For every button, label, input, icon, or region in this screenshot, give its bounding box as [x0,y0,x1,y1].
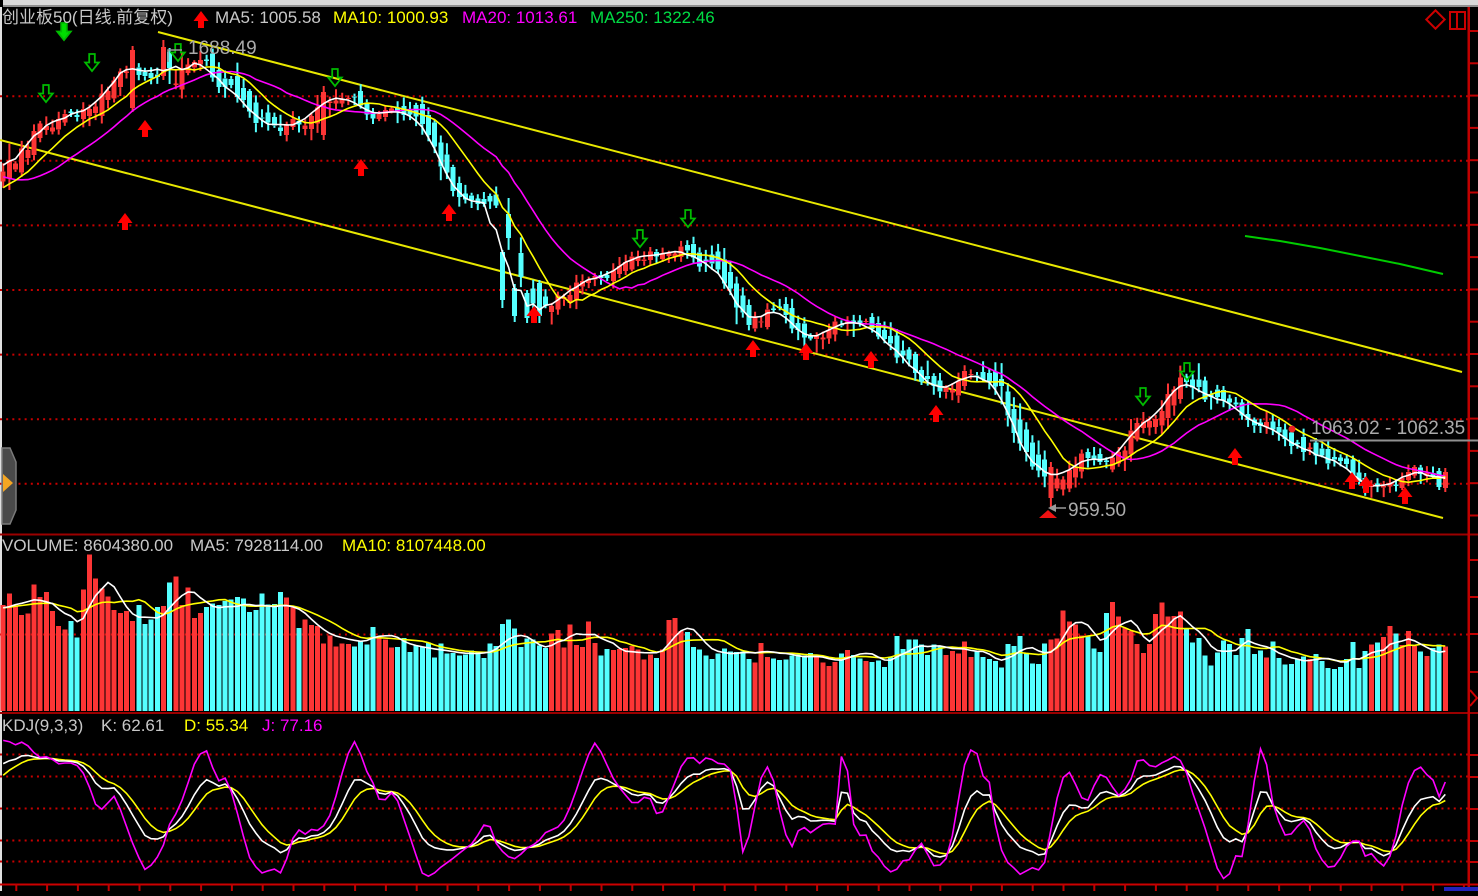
svg-text:MA5: 7928114.00: MA5: 7928114.00 [190,536,323,555]
svg-text:KDJ(9,3,3): KDJ(9,3,3) [2,716,83,735]
svg-text:MA250: 1322.46: MA250: 1322.46 [590,8,715,27]
svg-text:D: 55.34: D: 55.34 [184,716,248,735]
svg-text:VOLUME: 8604380.00: VOLUME: 8604380.00 [2,536,173,555]
svg-text:K: 62.61: K: 62.61 [101,716,164,735]
svg-text:MA10: 1000.93: MA10: 1000.93 [333,8,448,27]
svg-text:1688.49: 1688.49 [188,38,257,59]
svg-text:MA10: 8107448.00: MA10: 8107448.00 [342,536,486,555]
svg-text:创业板50(日线.前复权): 创业板50(日线.前复权) [2,8,173,27]
svg-text:MA5: 1005.58: MA5: 1005.58 [215,8,321,27]
svg-text:J: 77.16: J: 77.16 [262,716,323,735]
svg-text:959.50: 959.50 [1068,500,1126,521]
svg-text:1063.02 - 1062.35: 1063.02 - 1062.35 [1311,418,1465,439]
svg-text:MA20: 1013.61: MA20: 1013.61 [462,8,577,27]
